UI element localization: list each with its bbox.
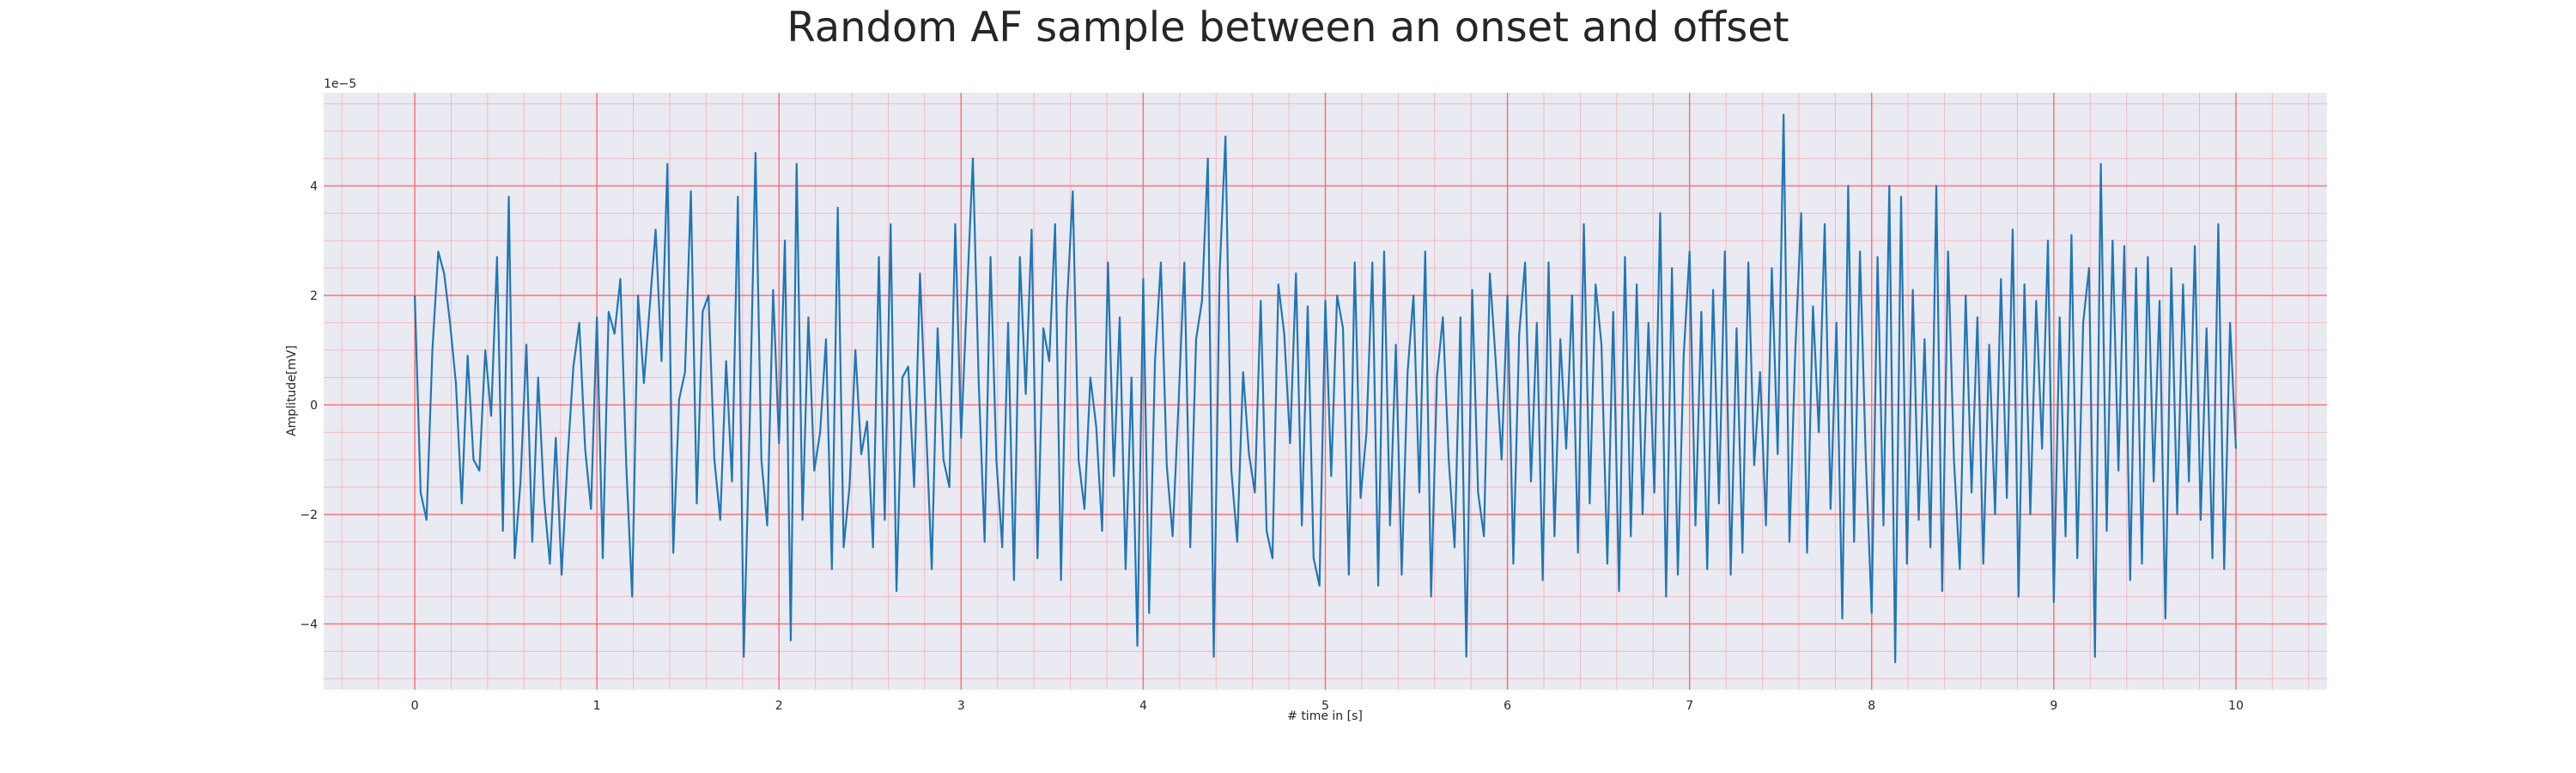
x-tick-label: 1 [593, 699, 601, 713]
x-tick-label: 7 [1686, 699, 1693, 713]
x-tick-label: 2 [775, 699, 783, 713]
y-tick-label: 2 [310, 289, 318, 303]
y-axis-offset-label: 1e−5 [324, 77, 356, 91]
x-axis-label: # time in [s] [1287, 709, 1363, 723]
x-tick-label: 8 [1868, 699, 1875, 713]
y-tick-label: 4 [310, 180, 318, 193]
series-line-af-sample [413, 113, 2238, 664]
y-tick-label: −4 [300, 618, 318, 631]
y-tick-label: −2 [300, 508, 318, 522]
x-tick-label: 9 [2050, 699, 2057, 713]
x-tick-label: 3 [957, 699, 965, 713]
y-axis-label: Amplitude[mV] [285, 345, 299, 436]
y-tick-label: 0 [310, 399, 318, 412]
x-tick-label: 10 [2228, 699, 2244, 713]
major-grid [324, 93, 2327, 690]
x-axis-ticks: 0 1 2 3 4 5 6 7 8 9 10 [411, 699, 2244, 713]
x-tick-label: 4 [1139, 699, 1147, 713]
x-tick-label: 6 [1504, 699, 1511, 713]
x-tick-label: 5 [1321, 699, 1329, 713]
x-tick-label: 0 [411, 699, 419, 713]
y-axis-ticks: −4 −2 0 2 4 [300, 180, 318, 631]
chart-title: Random AF sample between an onset and of… [787, 3, 1789, 52]
